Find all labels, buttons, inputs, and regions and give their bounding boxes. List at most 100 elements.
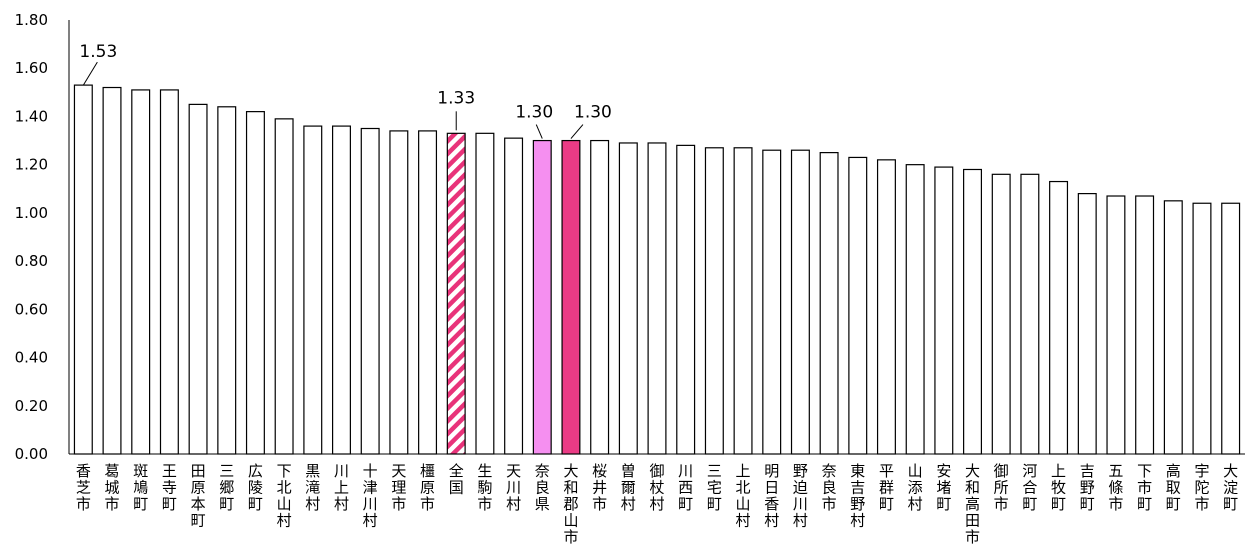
y-tick-label: 0.20 (15, 397, 48, 415)
bar (274, 118, 294, 455)
category-label: 川西町 (678, 462, 693, 513)
category-label: 平群町 (879, 462, 894, 513)
data-label: 1.30 (574, 103, 612, 123)
data-label: 1.53 (79, 42, 117, 62)
category-label: 香芝市 (76, 462, 91, 513)
data-label: 1.30 (515, 103, 553, 123)
category-label: 高取町 (1166, 462, 1181, 513)
bar (991, 173, 1011, 455)
category-label: 大和高田市 (965, 462, 980, 546)
bar (360, 127, 380, 455)
category-label: 御所市 (994, 462, 1009, 513)
y-tick-label: 1.60 (15, 59, 48, 77)
category-label: 山添村 (908, 462, 923, 513)
category-label: 宇陀市 (1194, 462, 1209, 513)
y-tick-label: 1.00 (15, 204, 48, 222)
category-label: 河合町 (1022, 462, 1037, 513)
bar (790, 149, 810, 455)
category-label: 橿原市 (420, 462, 435, 513)
category-label: 川上村 (334, 462, 349, 513)
category-label: 王寺町 (162, 462, 177, 513)
category-label: 田原本町 (191, 462, 206, 530)
y-tick-label: 0.00 (15, 445, 48, 463)
bar (1077, 193, 1097, 455)
category-label: 明日香村 (764, 462, 779, 530)
category-label: 下市町 (1137, 462, 1152, 513)
category-label: 安堵町 (936, 462, 951, 513)
bar (1192, 202, 1212, 455)
data-label-leader (535, 124, 543, 139)
category-label: 下北山村 (277, 462, 292, 530)
bar (1106, 195, 1126, 455)
bar (676, 144, 696, 455)
bar (532, 139, 552, 455)
y-tick-labels: 0.00 0.20 0.40 0.60 0.80 1.00 1.20 1.40 1.60 1.80 (15, 11, 48, 463)
category-label: 大和郡山市 (563, 462, 578, 546)
bar (504, 137, 524, 455)
data-label-leader (570, 124, 584, 139)
bar (618, 142, 638, 455)
bar (762, 149, 782, 455)
y-tick-label: 0.60 (15, 300, 48, 318)
category-label: 斑鳩町 (133, 462, 148, 513)
category-label: 上北山村 (736, 462, 751, 530)
bar (1221, 202, 1241, 455)
category-label: 五條市 (1108, 462, 1123, 513)
bar (934, 166, 954, 455)
category-label: 三宅町 (707, 462, 722, 513)
y-tick-label: 0.80 (15, 252, 48, 270)
bar (590, 139, 610, 455)
category-label: 三郷町 (219, 462, 234, 513)
category-label: 天理市 (391, 462, 406, 513)
data-label: 1.33 (437, 88, 475, 108)
bars (73, 84, 1241, 455)
category-label: 黒滝村 (305, 462, 320, 513)
bar (819, 152, 839, 455)
category-label: 奈良県 (535, 462, 550, 513)
bar (245, 111, 265, 455)
y-tick-label: 1.80 (15, 11, 48, 29)
bar (389, 130, 409, 455)
bar (1049, 180, 1069, 455)
bar (905, 164, 925, 455)
bar (1163, 200, 1183, 455)
category-label: 天川村 (506, 462, 521, 513)
bar (331, 125, 351, 455)
bar (446, 132, 466, 455)
bar (704, 147, 724, 455)
data-labels: 1.53 1.33 1.30 1.30 (79, 42, 612, 139)
category-label: 葛城市 (105, 462, 120, 513)
bar (159, 89, 179, 455)
category-label: 十津川村 (363, 462, 378, 530)
y-tick-label: 1.20 (15, 156, 48, 174)
bar (73, 84, 93, 455)
bar (963, 168, 983, 455)
category-label: 生駒市 (477, 462, 492, 513)
data-label-leader (82, 61, 98, 86)
category-label: 上牧町 (1051, 462, 1066, 513)
category-label: 大淀町 (1223, 462, 1238, 513)
bar (1135, 195, 1155, 455)
y-tick-label: 0.40 (15, 349, 48, 367)
category-label: 野迫川村 (793, 462, 808, 530)
y-tick-label: 1.40 (15, 107, 48, 125)
bar (418, 130, 438, 455)
bar (131, 89, 151, 455)
bar (647, 142, 667, 455)
category-label: 東吉野村 (850, 462, 865, 530)
bar (475, 132, 495, 455)
bar (561, 139, 581, 455)
bar (102, 86, 122, 455)
bar (733, 147, 753, 455)
category-label: 曽爾村 (621, 462, 636, 513)
category-label: 広陵町 (248, 462, 263, 513)
category-label: 全国 (449, 462, 464, 497)
bar (217, 106, 237, 455)
bar (848, 156, 868, 455)
category-label: 奈良市 (822, 462, 837, 513)
bar (188, 103, 208, 455)
category-label: 桜井市 (592, 462, 607, 513)
category-label: 御杖村 (649, 462, 664, 513)
category-label: 吉野町 (1080, 462, 1095, 513)
